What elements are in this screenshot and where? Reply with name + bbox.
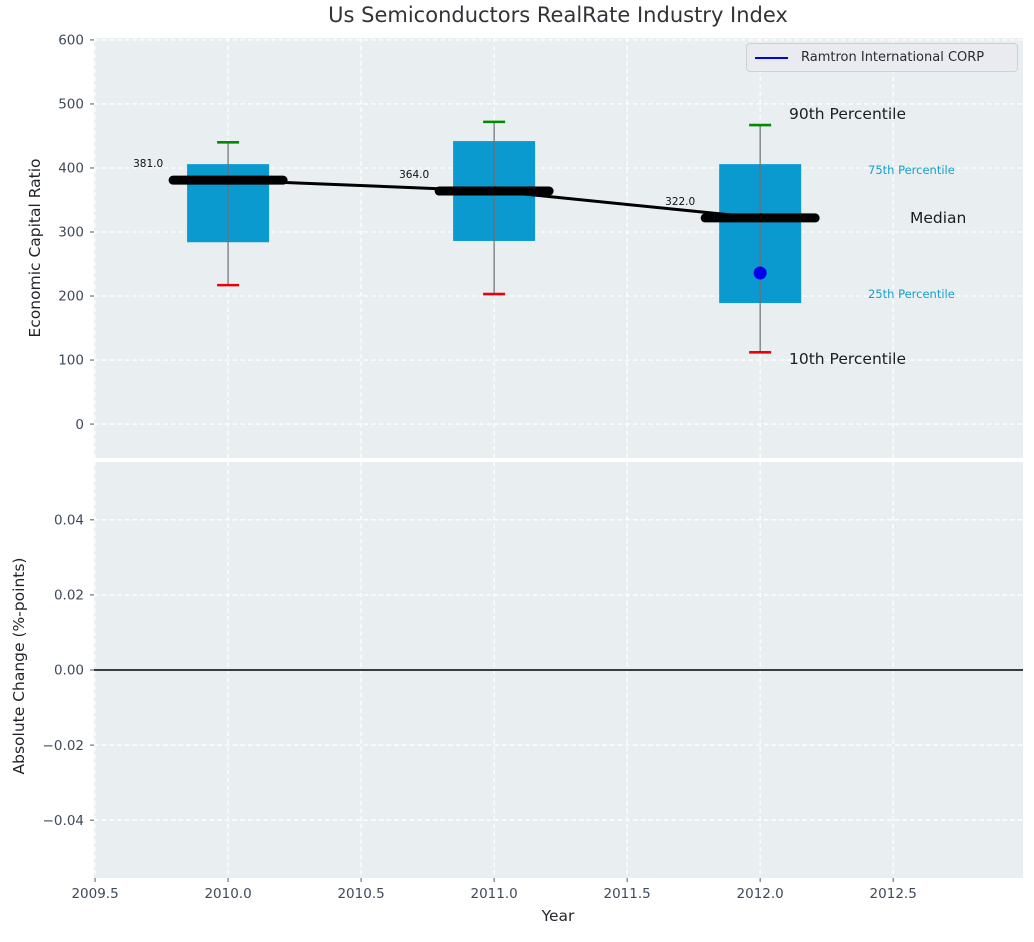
xtick: 2012.5 xyxy=(870,886,917,902)
ytick-top: 200 xyxy=(58,289,84,305)
ytick-top: 100 xyxy=(58,353,84,369)
ytick-bottom: −0.02 xyxy=(43,738,84,754)
annotation-median: Median xyxy=(910,209,967,227)
xtick: 2012.0 xyxy=(737,886,784,902)
tick-marks xyxy=(90,39,894,882)
ytick-top: 400 xyxy=(58,161,84,177)
x-axis-label: Year xyxy=(541,907,575,925)
y-axis-label-bottom: Absolute Change (%-points) xyxy=(10,557,28,775)
xtick: 2011.5 xyxy=(604,886,651,902)
ytick-bottom: −0.04 xyxy=(43,813,84,829)
chart-title: Us Semiconductors RealRate Industry Inde… xyxy=(328,3,788,27)
ytick-top: 300 xyxy=(58,225,84,241)
tick-labels: 0 100 200 300 400 500 600 −0.04 −0.02 0.00 0.02 0.0… xyxy=(43,33,917,902)
xtick: 2011.0 xyxy=(470,886,517,902)
annotation-90th-percentile: 90th Percentile xyxy=(789,105,907,123)
xtick: 2010.0 xyxy=(204,886,251,902)
ytick-top: 500 xyxy=(58,97,84,113)
top-plot-bg xyxy=(94,38,1023,458)
xtick: 2009.5 xyxy=(71,886,118,902)
ytick-top: 600 xyxy=(58,33,84,49)
annotation-25th-percentile: 25th Percentile xyxy=(868,287,955,301)
legend: Ramtron International CORP xyxy=(746,43,1018,72)
ytick-top: 0 xyxy=(75,417,84,433)
ytick-bottom: 0.04 xyxy=(54,513,84,529)
xtick: 2010.5 xyxy=(337,886,384,902)
median-value-label: 364.0 xyxy=(399,169,429,181)
annotation-10th-percentile: 10th Percentile xyxy=(789,350,907,368)
y-axis-label-top: Economic Capital Ratio xyxy=(26,158,44,338)
median-value-label: 322.0 xyxy=(665,196,695,208)
median-value-label: 381.0 xyxy=(133,158,163,170)
series-point-ramtron xyxy=(753,266,767,280)
legend-label: Ramtron International CORP xyxy=(801,50,985,65)
ytick-bottom: 0.02 xyxy=(54,588,84,604)
legend-line-sample xyxy=(755,56,788,59)
ytick-bottom: 0.00 xyxy=(54,663,84,679)
box-2012 xyxy=(719,123,802,354)
annotation-75th-percentile: 75th Percentile xyxy=(868,163,955,177)
